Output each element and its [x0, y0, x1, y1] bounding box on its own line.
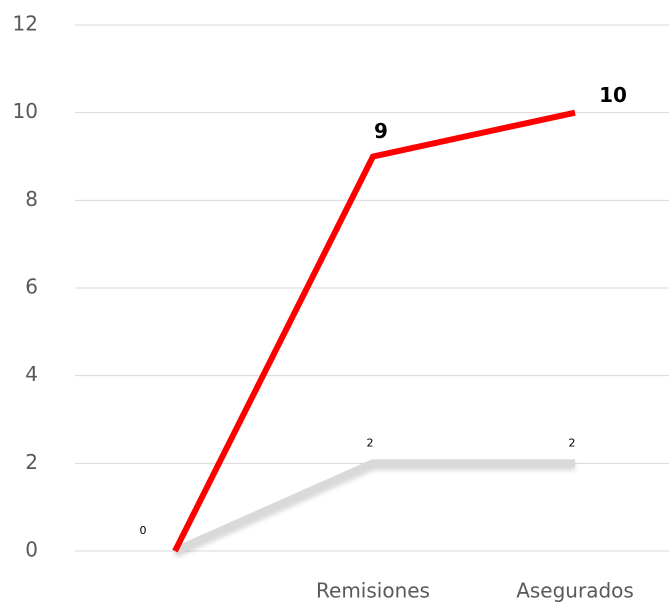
y-tick-label: 6 [25, 275, 38, 299]
series-line [172, 109, 576, 553]
data-label: 9 [374, 119, 388, 143]
y-tick-label: 0 [25, 538, 38, 562]
y-tick-label: 10 [13, 99, 38, 123]
x-tick-label: Remisiones [316, 579, 430, 603]
y-tick-label: 4 [25, 362, 38, 386]
data-label: 10 [599, 83, 627, 107]
data-label: 2 [367, 436, 374, 449]
series-line [173, 459, 575, 555]
data-label: 0 [140, 524, 147, 537]
data-label: 2 [569, 436, 576, 449]
y-tick-label: 8 [25, 187, 38, 211]
y-tick-label: 2 [25, 450, 38, 474]
x-tick-label: Asegurados [516, 579, 634, 603]
y-tick-label: 12 [13, 12, 38, 36]
